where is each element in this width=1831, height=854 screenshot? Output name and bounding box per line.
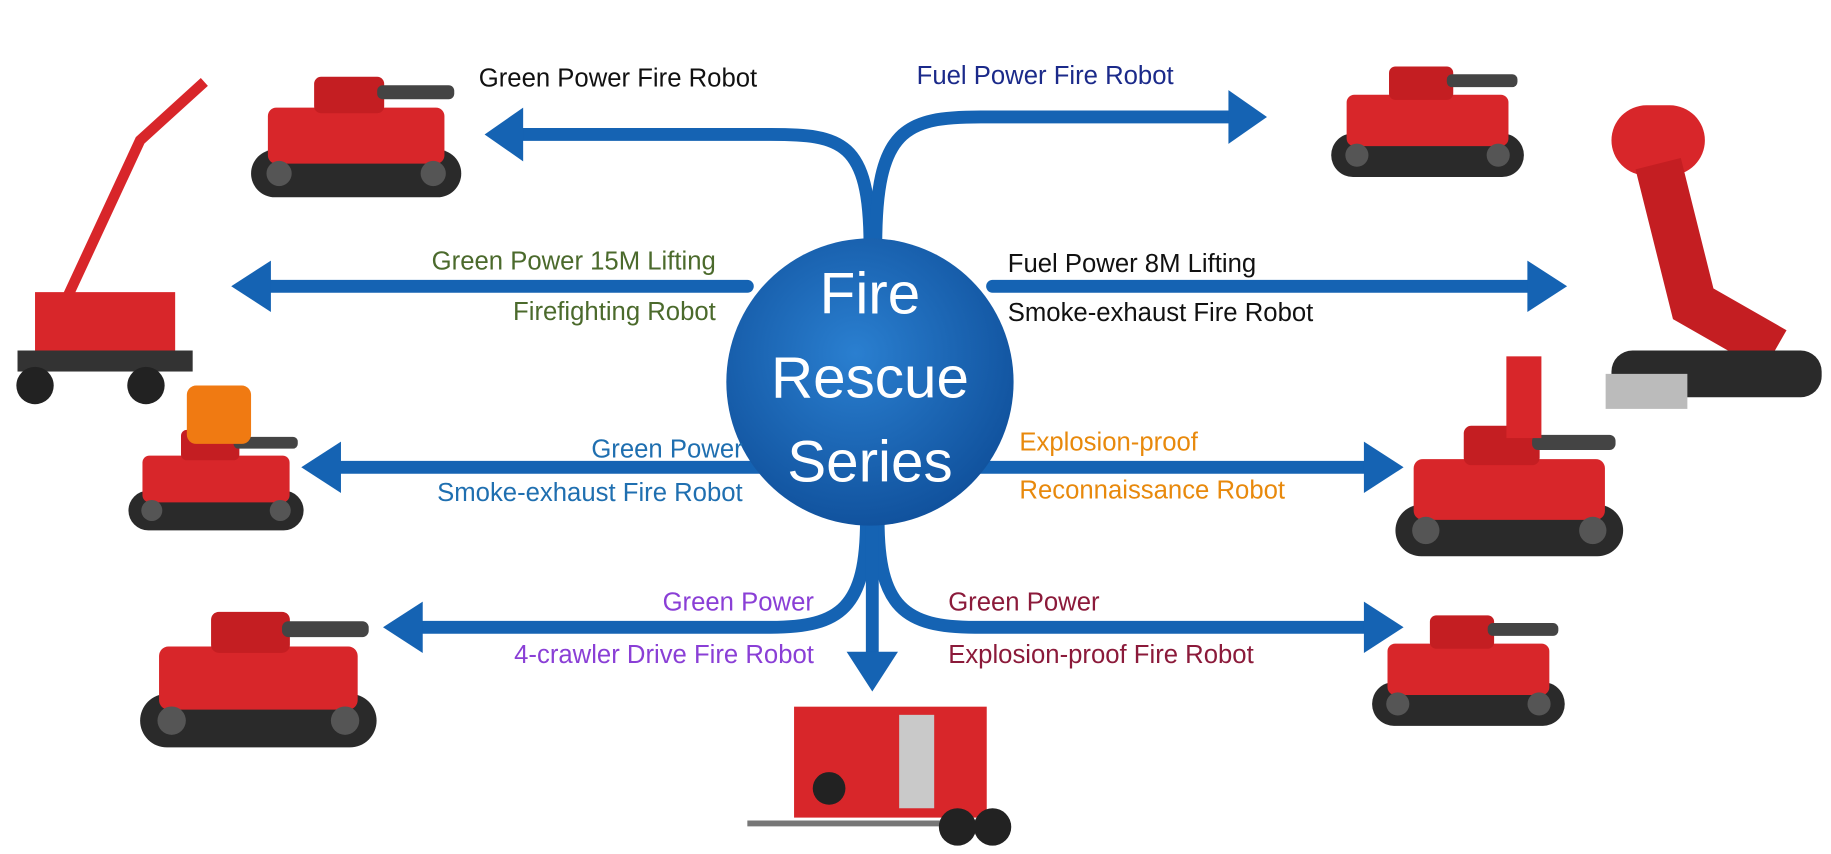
node-label: Fuel Power Fire Robot (917, 62, 1174, 90)
arrowhead (1228, 90, 1267, 144)
node-label: Green Power 15M Lifting (432, 248, 716, 276)
center-title: Rescue (771, 345, 969, 410)
arrowhead (847, 652, 898, 692)
node-label: Green Power (663, 589, 815, 617)
arrowhead (383, 602, 423, 653)
robot-image (128, 430, 303, 530)
arrowhead (301, 442, 341, 493)
arrow (876, 117, 1238, 245)
page: Fire Rescue Series Green Power Fire Robot F… (0, 0, 1831, 854)
arrowhead (1527, 261, 1567, 312)
arrowhead (485, 108, 524, 162)
node-label: Smoke-exhaust Fire Robot (437, 479, 743, 507)
arrowhead (1364, 442, 1404, 493)
node-label: Reconnaissance Robot (1019, 477, 1285, 505)
node-label: Explosion-proof (1019, 429, 1198, 457)
node-label: Firefighting Robot (513, 298, 716, 326)
robot-image (251, 77, 461, 198)
center-title: Series (787, 430, 952, 495)
trailer-image (747, 707, 1011, 846)
diagram: Fire Rescue Series Green Power Fire Robot F… (0, 0, 1831, 854)
robot-image (140, 612, 376, 748)
node-label: Green Power (948, 589, 1100, 617)
node-label: Smoke-exhaust Fire Robot (1008, 299, 1314, 327)
node-label: 4-crawler Drive Fire Robot (514, 641, 814, 669)
robot-image (1331, 67, 1524, 177)
robot-image (1506, 356, 1541, 438)
node-label: Green Power (591, 436, 743, 464)
robot-image (1606, 105, 1822, 409)
robot-image (16, 82, 204, 404)
robot-image (187, 386, 251, 444)
center-title: Fire (820, 261, 921, 326)
robot-image (1372, 615, 1565, 725)
node-label: Green Power Fire Robot (479, 64, 757, 92)
arrow (514, 134, 870, 245)
robot-image (1395, 426, 1623, 557)
arrowhead (231, 261, 271, 312)
node-label: Fuel Power 8M Lifting (1008, 250, 1256, 278)
node-label: Explosion-proof Fire Robot (948, 641, 1254, 669)
